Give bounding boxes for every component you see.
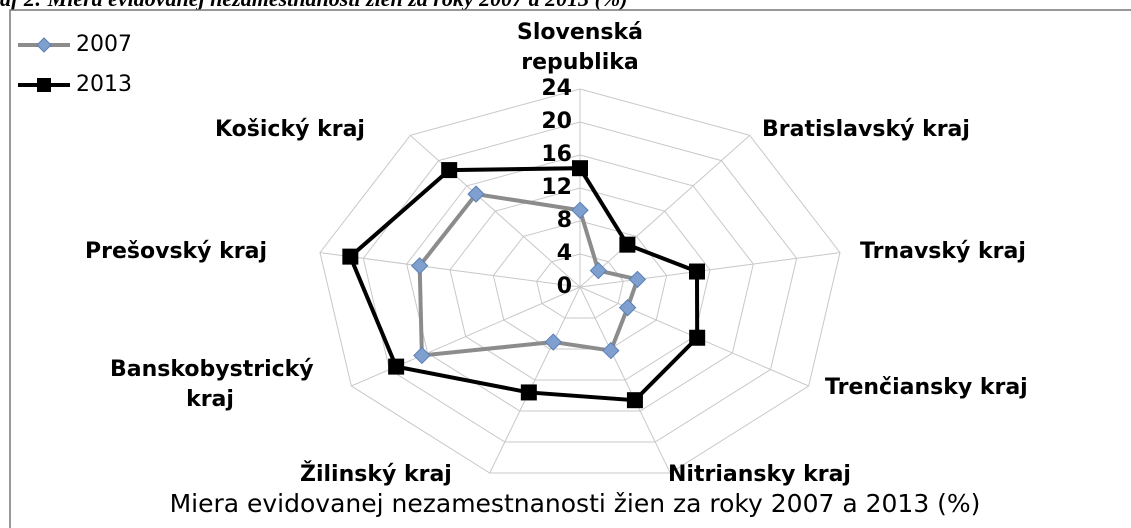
marker (619, 236, 636, 253)
marker (689, 329, 706, 346)
spoke (319, 252, 581, 288)
tick-label: 4 (557, 241, 572, 266)
tick-label: 24 (541, 76, 572, 101)
series-line (347, 166, 700, 403)
spoke (489, 286, 581, 474)
category-label: Žilinský kraj (300, 462, 452, 487)
marker (342, 248, 359, 265)
marker (688, 263, 705, 280)
spoke (579, 286, 671, 474)
category-label: Trnavský kraj (860, 239, 1026, 264)
spoke (579, 252, 841, 288)
category-label: Bratislavský kraj (762, 117, 970, 142)
category-label: Prešovský kraj (85, 239, 268, 264)
grid-ring (449, 187, 711, 381)
category-label: Nitriansky kraj (668, 462, 851, 487)
marker (520, 384, 537, 401)
grid-ring (536, 253, 624, 319)
chart-title: Miera evidovanej nezamestnanosti žien za… (170, 489, 981, 518)
tick-label: 20 (541, 109, 572, 134)
marker (628, 270, 647, 289)
marker (410, 257, 429, 275)
legend-marker (36, 37, 52, 53)
tick-label: 0 (557, 274, 572, 299)
marker (618, 298, 637, 317)
marker (388, 358, 405, 375)
legend-label: 2013 (76, 72, 132, 97)
series-line (417, 191, 641, 358)
spoke (579, 134, 751, 288)
spoke (409, 134, 581, 288)
tick-label: 16 (541, 142, 572, 167)
marker (589, 261, 608, 280)
marker (626, 392, 643, 409)
caption: af 2: Miera evidovanej nezamestnanosti ž… (0, 0, 628, 12)
marker (602, 341, 620, 360)
marker (571, 201, 589, 219)
grid-ring (362, 121, 798, 443)
marker (413, 346, 431, 365)
category-label: Košický kraj (215, 117, 365, 142)
marker (441, 162, 458, 179)
marker (572, 160, 588, 177)
tick-label: 12 (541, 175, 572, 200)
category-label: Banskobystrický kraj (110, 357, 314, 412)
grid-ring (406, 154, 754, 412)
legend-marker (37, 78, 51, 92)
marker (467, 185, 485, 203)
grid-ring (319, 88, 841, 474)
chart-border (9, 9, 1131, 528)
legend-label: 2007 (76, 32, 132, 57)
category-label: Slovenská republika (517, 20, 643, 75)
tick-label: 8 (557, 208, 572, 233)
marker (544, 333, 562, 351)
category-label: Trenčiansky kraj (825, 375, 1028, 400)
